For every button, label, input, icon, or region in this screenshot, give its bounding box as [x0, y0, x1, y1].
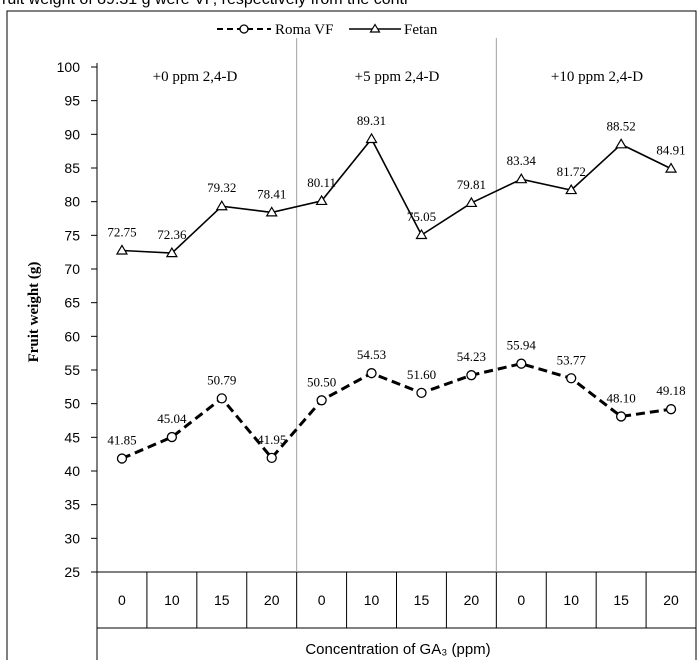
data-label-roma-vf: 50.50 [307, 374, 336, 389]
data-point-roma-vf [466, 370, 477, 381]
data-point-fetan [365, 132, 378, 144]
data-point-fetan [465, 196, 478, 208]
y-tick-label: 45 [64, 429, 80, 445]
data-point-roma-vf [166, 431, 178, 443]
data-point-fetan [664, 162, 678, 173]
data-point-roma-vf [566, 373, 577, 384]
data-point-fetan [165, 246, 178, 258]
legend-roma-label: Roma VF [275, 22, 333, 38]
data-label-roma-vf: 41.85 [107, 433, 136, 448]
data-label-roma-vf: 54.23 [457, 349, 486, 364]
data-label-roma-vf: 45.04 [157, 411, 187, 426]
x-axis-title: Concentration of GA₃ (ppm) [305, 641, 490, 658]
y-tick-label: 80 [64, 194, 80, 210]
data-label-fetan: 79.81 [457, 177, 486, 192]
y-tick-label: 50 [64, 396, 80, 412]
y-tick-label: 40 [64, 463, 80, 479]
y-tick-label: 90 [64, 126, 80, 142]
data-point-roma-vf [116, 453, 128, 464]
data-label-roma-vf: 49.18 [656, 383, 685, 398]
data-label-roma-vf: 48.10 [607, 390, 636, 405]
y-tick-label: 25 [64, 564, 80, 580]
x-tick-label: 10 [563, 592, 579, 608]
data-point-fetan [565, 183, 578, 195]
group-label-0-ppm: +0 ppm 2,4-D [153, 69, 238, 85]
data-point-roma-vf [366, 368, 377, 379]
data-label-fetan: 89.31 [357, 113, 386, 128]
data-label-roma-vf: 50.79 [207, 372, 236, 387]
data-label-fetan: 72.75 [107, 224, 136, 239]
data-label-fetan: 83.34 [507, 153, 537, 168]
data-point-fetan [515, 172, 528, 184]
y-tick-label: 95 [64, 93, 80, 109]
data-label-fetan: 75.05 [407, 209, 436, 224]
data-label-roma-vf: 53.77 [557, 352, 587, 367]
y-tick-label: 75 [64, 227, 80, 243]
x-tick-label: 0 [318, 592, 326, 608]
data-label-roma-vf: 55.94 [507, 338, 537, 353]
data-label-fetan: 78.41 [257, 186, 286, 201]
data-point-roma-vf [316, 395, 327, 406]
data-label-fetan: 72.36 [157, 227, 187, 242]
data-label-roma-vf: 41.95 [257, 432, 286, 447]
y-tick-label: 65 [64, 295, 80, 311]
legend-fetan-marker [369, 23, 381, 33]
data-point-roma-vf [216, 393, 227, 404]
x-tick-label: 0 [517, 592, 525, 608]
x-tick-label: 20 [464, 592, 480, 608]
y-tick-label: 100 [57, 59, 81, 75]
data-point-roma-vf [665, 404, 677, 415]
data-label-fetan: 88.52 [607, 118, 636, 133]
y-tick-label: 55 [64, 362, 80, 378]
y-tick-label: 35 [64, 497, 80, 513]
group-label-5-ppm: +5 ppm 2,4-D [355, 69, 440, 85]
data-point-roma-vf [516, 358, 527, 369]
data-point-fetan [415, 228, 428, 240]
data-label-fetan: 80.11 [307, 175, 336, 190]
x-tick-label: 15 [414, 592, 430, 608]
data-point-fetan [265, 206, 278, 217]
data-point-roma-vf [416, 387, 427, 399]
series-line-roma-vf [121, 362, 672, 461]
page-header-text: ruit weight of 89.31 g were VF, respecti… [2, 0, 409, 9]
group-label-10-ppm: +10 ppm 2,4-D [551, 69, 643, 85]
data-label-fetan: 81.72 [557, 164, 586, 179]
x-tick-label: 20 [264, 592, 280, 608]
data-point-fetan [615, 138, 628, 149]
data-point-roma-vf [266, 452, 277, 464]
x-tick-label: 15 [613, 592, 629, 608]
y-tick-label: 70 [64, 261, 80, 277]
x-tick-label: 10 [164, 592, 180, 608]
legend-roma-marker [239, 24, 249, 34]
x-tick-label: 0 [118, 592, 126, 608]
y-tick-label: 30 [64, 530, 80, 546]
x-tick-label: 20 [663, 592, 679, 608]
y-tick-label: 60 [64, 328, 80, 344]
chart-frame [6, 10, 697, 660]
x-tick-label: 10 [364, 592, 380, 608]
data-point-fetan [315, 194, 328, 206]
data-point-fetan [115, 244, 129, 255]
y-tick-label: 85 [64, 160, 80, 176]
data-label-roma-vf: 51.60 [407, 367, 436, 382]
data-point-fetan [215, 200, 228, 211]
data-point-roma-vf [615, 411, 627, 422]
legend: Roma VF Fetan [217, 22, 438, 38]
legend-fetan-label: Fetan [404, 22, 438, 38]
data-label-fetan: 79.32 [207, 180, 236, 195]
x-tick-label: 15 [214, 592, 230, 608]
data-label-roma-vf: 54.53 [357, 347, 386, 362]
series-line-fetan [121, 137, 672, 254]
data-label-fetan: 84.91 [656, 143, 685, 158]
y-axis-title: Fruit weight (g) [26, 262, 42, 363]
